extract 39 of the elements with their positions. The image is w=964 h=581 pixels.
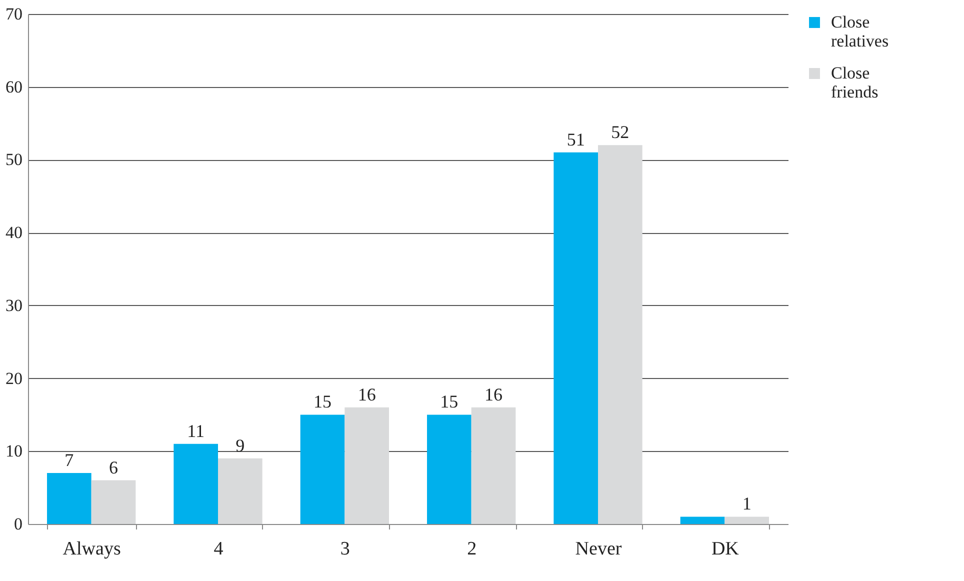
y-tick-label: 60 (6, 77, 22, 96)
legend-label: Close friends (831, 64, 878, 102)
data-label: 6 (109, 457, 118, 478)
bar (91, 480, 136, 524)
x-tick-label: 2 (467, 538, 477, 560)
y-tick-label: 20 (6, 368, 22, 388)
bar (471, 407, 516, 524)
y-tick-label: 40 (6, 223, 22, 242)
data-label: 9 (236, 435, 245, 456)
bar (47, 473, 92, 524)
bar (174, 444, 218, 524)
y-tick-label: 50 (6, 150, 22, 170)
bar (554, 152, 598, 524)
data-label: 16 (484, 384, 502, 404)
legend-label: Close relatives (831, 12, 889, 50)
data-label: 16 (358, 384, 376, 404)
y-tick-label: 0 (14, 514, 22, 534)
bar (344, 407, 389, 524)
data-label: 15 (440, 392, 458, 412)
y-tick-label: 70 (6, 4, 22, 24)
x-tick-label: 3 (340, 538, 350, 560)
y-tick-label: 10 (6, 442, 22, 461)
data-label: 1 (742, 494, 752, 514)
data-label: 11 (187, 420, 205, 441)
bar (680, 516, 725, 524)
bar (724, 516, 769, 524)
x-tick-label: Never (575, 538, 622, 560)
data-label: 52 (611, 122, 630, 142)
data-label: 51 (566, 129, 585, 150)
x-tick-label: Always (62, 538, 121, 560)
x-tick-label: 4 (214, 538, 224, 560)
bar (218, 458, 262, 524)
bar (300, 414, 345, 524)
data-label: 15 (314, 392, 332, 412)
x-tick-label: DK (711, 538, 740, 560)
y-tick-label: 30 (6, 296, 22, 315)
bar (427, 414, 472, 524)
bar (598, 145, 642, 524)
data-label: 7 (64, 450, 74, 470)
